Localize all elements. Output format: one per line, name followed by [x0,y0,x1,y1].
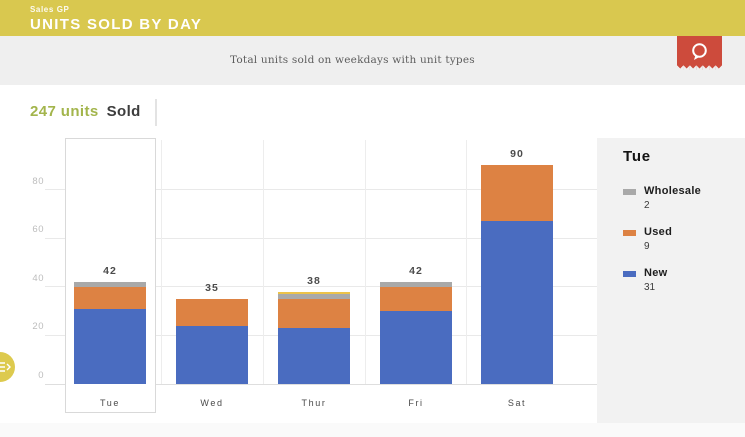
x-axis-label-thur[interactable]: Thur [301,398,327,408]
bar-segment-new-wed[interactable] [176,325,248,384]
gridline-40 [45,286,597,288]
legend-item-new: New 31 [623,267,735,293]
selected-day-title: Tue [623,148,651,165]
app-label: Sales GP [30,5,70,14]
bar-total-thur: 38 [307,274,321,287]
app-header: Sales GP UNITS SOLD BY DAY [0,0,745,36]
bar-segment-wholesale-thur[interactable] [278,294,350,299]
x-axis-label-wed[interactable]: Wed [200,398,224,408]
bar-segment-used-thur[interactable] [278,298,350,329]
used-swatch [623,230,636,236]
bar-segment-used-fri[interactable] [380,286,452,312]
legend-label-wholesale: Wholesale [644,185,702,197]
bar-total-wed: 35 [205,281,219,294]
gridline-60 [45,237,597,239]
y-axis-tick-20: 20 [32,321,44,333]
page-title: UNITS SOLD BY DAY [30,16,203,33]
gridline-0 [45,383,597,385]
bar-segment-used-tue[interactable] [74,286,146,309]
x-axis-label-fri[interactable]: Fri [408,398,424,408]
bar-segment-new-sat[interactable] [481,221,553,384]
bar-total-tue: 42 [103,264,117,277]
legend-item-wholesale: Wholesale 2 [623,185,735,211]
detail-panel: Tue Wholesale 2 Used 9 New 31 [597,138,745,423]
title-divider [155,99,157,126]
description-text: Total units sold on weekdays with unit t… [230,54,475,66]
gridline-80 [45,189,597,191]
bar-total-fri: 42 [409,264,423,277]
bar-segment-wholesale-tue[interactable] [74,281,146,287]
x-axis-label-sat[interactable]: Sat [507,398,527,408]
chart-title: 247 units Sold [30,103,141,120]
legend-value-new: 31 [644,282,656,293]
legend-value-used: 9 [644,241,650,252]
units-count: 247 units [30,103,99,120]
new-swatch [623,271,636,277]
y-axis-tick-0: 0 [38,370,44,381]
category-separator [365,140,366,384]
category-separator [161,140,162,384]
wholesale-swatch [623,189,636,195]
description-bar: Total units sold on weekdays with unit t… [0,36,745,85]
bar-segment-used-wed[interactable] [176,298,248,326]
bar-segment-used-sat[interactable] [481,165,553,222]
legend-value-wholesale: 2 [644,200,650,211]
drawer-fab-button[interactable] [0,352,15,382]
category-separator [466,140,467,384]
legend-label-used: Used [644,226,673,238]
category-separator [263,140,264,384]
speech-bubble-icon [692,43,707,60]
legend-item-used: Used 9 [623,226,735,252]
bar-segment-wholesale-fri[interactable] [380,281,452,287]
bar-total-sat: 90 [510,148,524,161]
bar-segment-new-thur[interactable] [278,328,350,384]
y-axis-tick-80: 80 [32,175,44,187]
bar-segment-new-fri[interactable] [380,311,452,384]
bottom-strip [0,423,745,437]
bar-segment-new-tue[interactable] [74,308,146,384]
y-axis-tick-40: 40 [32,272,44,284]
menu-arrow-icon [0,362,11,372]
comment-ribbon-button[interactable] [677,36,722,70]
y-axis-tick-60: 60 [32,224,44,236]
units-suffix: Sold [106,103,141,120]
bar-segment-other-thur[interactable] [278,291,350,295]
x-axis-label-tue[interactable]: Tue [100,398,120,408]
legend-label-new: New [644,267,668,279]
